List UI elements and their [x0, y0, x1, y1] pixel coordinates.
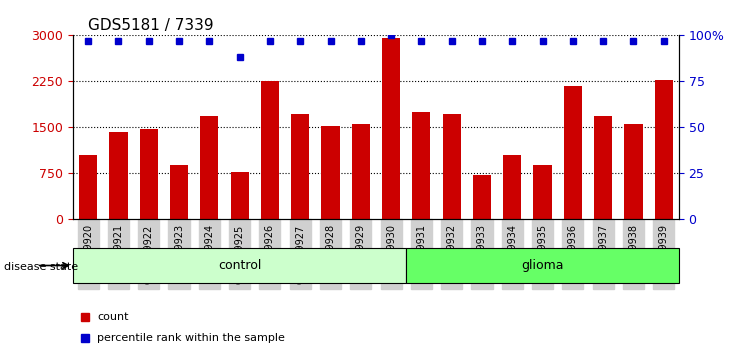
Bar — [110, 132, 128, 219]
Bar — [352, 124, 370, 219]
Bar — [139, 129, 158, 219]
FancyBboxPatch shape — [73, 248, 406, 283]
Bar — [79, 155, 97, 219]
Bar — [442, 114, 461, 219]
Bar — [200, 116, 218, 219]
Bar — [261, 81, 279, 219]
Bar — [321, 126, 339, 219]
Text: control: control — [218, 259, 261, 272]
Bar — [624, 124, 642, 219]
Bar — [412, 112, 431, 219]
Text: glioma: glioma — [521, 259, 564, 272]
Bar — [473, 175, 491, 219]
FancyBboxPatch shape — [406, 248, 679, 283]
Bar — [564, 86, 582, 219]
Bar — [291, 114, 310, 219]
Bar — [170, 165, 188, 219]
Text: GDS5181 / 7339: GDS5181 / 7339 — [88, 18, 213, 33]
Bar — [503, 155, 521, 219]
Bar — [534, 165, 552, 219]
Bar — [594, 116, 612, 219]
Text: percentile rank within the sample: percentile rank within the sample — [97, 333, 285, 343]
Bar — [231, 172, 249, 219]
Text: count: count — [97, 312, 128, 322]
Bar — [382, 39, 400, 219]
Text: disease state: disease state — [4, 262, 78, 272]
Bar — [655, 80, 673, 219]
